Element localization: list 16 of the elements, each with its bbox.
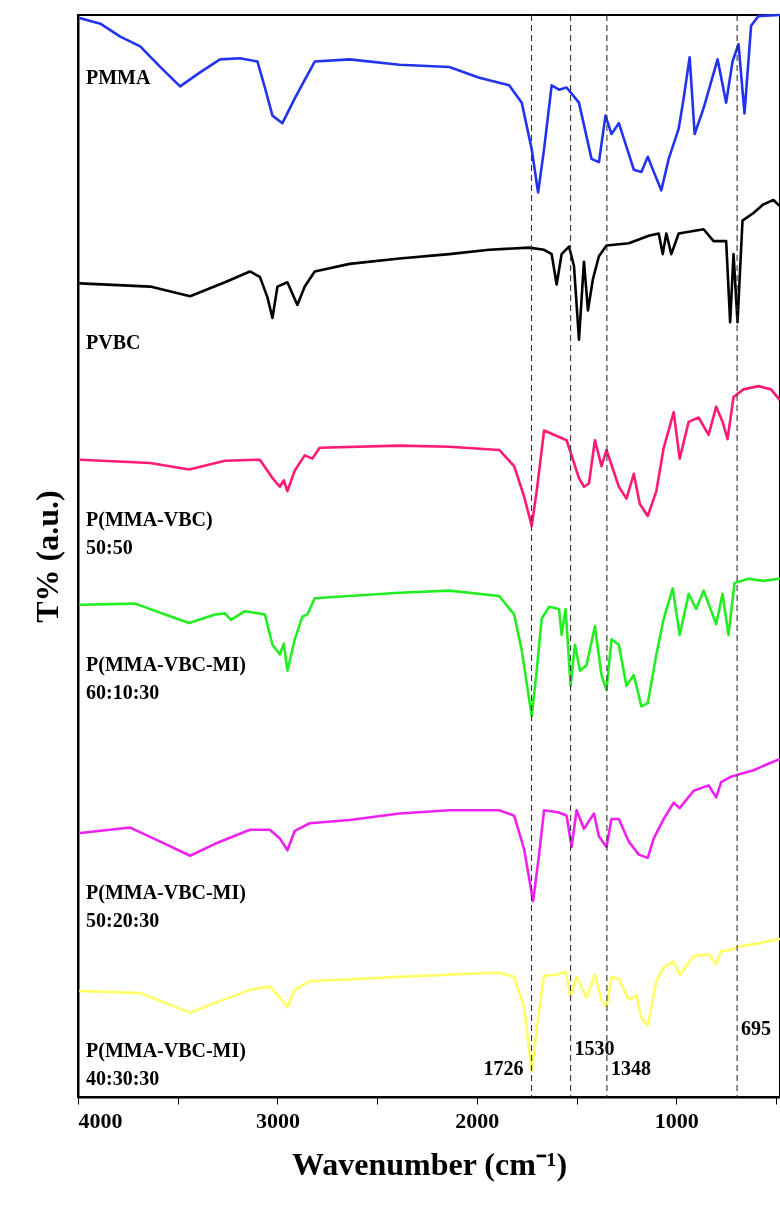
- text: P(MMA-VBC-MI) 40:30:30: [86, 1038, 246, 1089]
- y-axis-title: T% (a.u.): [28, 490, 65, 623]
- ref-line-label: 1530: [574, 1037, 615, 1059]
- x-tick-label: 4000: [78, 1107, 123, 1133]
- text: PVBC: [86, 331, 141, 354]
- ref-line-label: 1726: [483, 1057, 524, 1079]
- text: P(MMA-VBC) 50:50: [86, 507, 213, 558]
- text: P(MMA-VBC-MI) 50:20:30: [86, 880, 246, 931]
- ref-line-label: 695: [741, 1017, 772, 1039]
- series-label: P(MMA-VBC-MI) 60:10:30: [86, 652, 246, 703]
- series-label: PMMA: [86, 66, 151, 89]
- x-tick-label: 2000: [455, 1107, 500, 1133]
- x-tick-label: 3000: [255, 1107, 300, 1133]
- ref-line-label: 1348: [610, 1057, 651, 1079]
- x-tick-label: 1000: [654, 1107, 699, 1133]
- x-axis-title: Wavenumber (cm⁻¹): [291, 1145, 568, 1182]
